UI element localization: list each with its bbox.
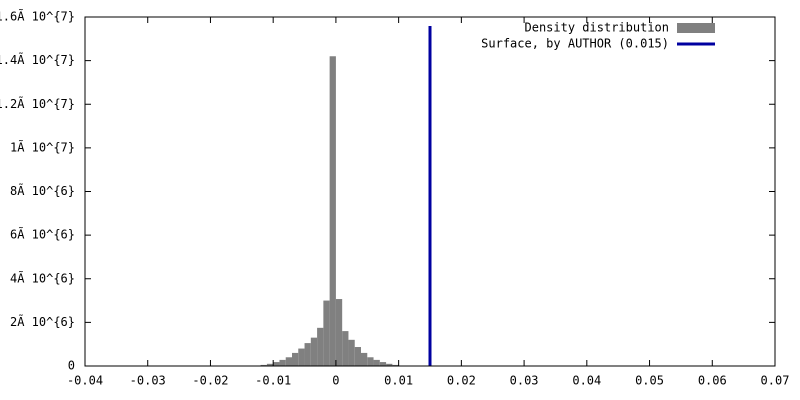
histogram-bar <box>285 357 292 366</box>
histogram-bar <box>292 352 299 366</box>
histogram-bar <box>279 359 286 366</box>
histogram-bar <box>335 299 343 366</box>
y-tick-label: 1.4Ã 10^{7} <box>0 52 75 67</box>
x-tick-label: 0.07 <box>761 374 790 388</box>
x-tick-label: -0.01 <box>255 374 291 388</box>
x-tick-label: 0.01 <box>384 374 413 388</box>
x-tick-label: -0.04 <box>67 374 103 388</box>
y-tick-label: 4Ã 10^{6} <box>10 270 75 285</box>
histogram-bar <box>392 364 399 366</box>
x-tick-label: -0.03 <box>130 374 166 388</box>
y-tick-label: 1.6Ã 10^{7} <box>0 9 75 24</box>
histogram-bar <box>329 56 336 366</box>
y-tick-label: 2Ã 10^{6} <box>10 314 75 329</box>
x-tick-label: 0.03 <box>510 374 539 388</box>
x-tick-label: 0.02 <box>447 374 476 388</box>
histogram-bar <box>266 363 274 366</box>
y-tick-label: 8Ã 10^{6} <box>10 183 75 198</box>
x-tick-label: 0.04 <box>572 374 601 388</box>
y-tick-label: 0 <box>68 359 75 373</box>
x-tick-label: 0.06 <box>698 374 727 388</box>
histogram-bar <box>354 347 361 366</box>
histogram-bar <box>373 359 380 366</box>
x-tick-label: 0.05 <box>635 374 664 388</box>
histogram-bar <box>379 362 387 366</box>
y-tick-label: 6Ã 10^{6} <box>10 227 75 242</box>
histogram-bar <box>298 348 305 366</box>
x-tick-label: -0.02 <box>192 374 228 388</box>
histogram-bar <box>273 362 280 366</box>
histogram-bar <box>361 352 368 366</box>
y-tick-label: 1Ã 10^{7} <box>10 139 75 154</box>
histogram-bar <box>342 331 349 366</box>
legend-swatch <box>677 23 715 33</box>
histogram-bar <box>260 364 267 366</box>
histogram-bar <box>323 300 330 366</box>
legend-label: Surface, by AUTHOR (0.015) <box>481 37 669 51</box>
histogram-bar <box>310 337 318 366</box>
histogram-bar <box>367 357 374 366</box>
histogram-bar <box>304 343 311 366</box>
legend-label: Density distribution <box>525 21 670 35</box>
histogram-bar <box>348 339 355 366</box>
y-tick-label: 1.2Ã 10^{7} <box>0 96 75 111</box>
histogram-bar <box>317 327 324 366</box>
x-tick-label: 0 <box>332 374 339 388</box>
histogram-bar <box>386 363 393 366</box>
